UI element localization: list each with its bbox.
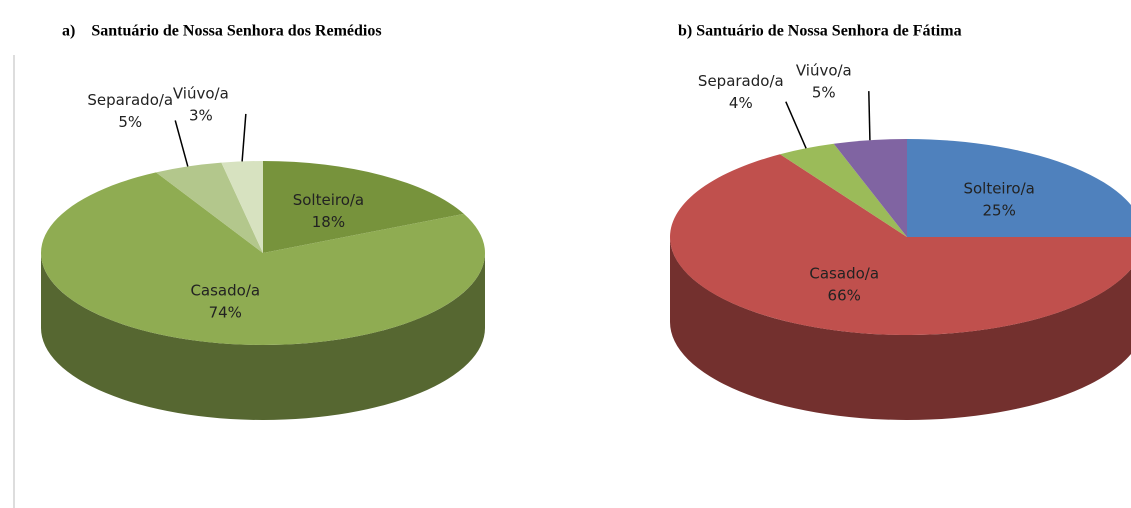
slice <box>833 139 907 237</box>
slice <box>41 172 485 345</box>
slice-value: 3% <box>189 106 213 124</box>
leader-line <box>241 113 247 162</box>
slice-value: 4% <box>729 94 753 112</box>
slice-label: Separado/a <box>87 91 173 109</box>
leader-line <box>174 120 189 167</box>
slice-value: 25% <box>982 201 1015 219</box>
slice-side <box>670 237 1131 420</box>
leader-line <box>785 101 807 149</box>
slice-label: Casado/a <box>809 265 879 283</box>
slice-value: 18% <box>312 213 345 231</box>
slice <box>221 161 263 253</box>
slice-value: 66% <box>828 287 861 305</box>
leader-line <box>868 91 871 141</box>
slice <box>907 139 1131 237</box>
slice <box>156 162 263 253</box>
slice-side <box>41 253 485 420</box>
slice <box>263 161 464 253</box>
slice-label: Casado/a <box>190 282 260 300</box>
chart-title: a) Santuário de Nossa Senhora dos Remédi… <box>62 23 382 40</box>
slice-value: 5% <box>118 113 142 131</box>
slice <box>670 154 1131 335</box>
slice-label: Solteiro/a <box>293 191 364 209</box>
slice-label: Viúvo/a <box>796 62 852 80</box>
chart-title: b) Santuário de Nossa Senhora de Fátima <box>678 23 962 40</box>
slice-label: Solteiro/a <box>963 179 1034 197</box>
slice-value: 5% <box>812 84 836 102</box>
slice-label: Viúvo/a <box>173 84 229 102</box>
slice-value: 74% <box>209 304 242 322</box>
slice-label: Separado/a <box>698 72 784 90</box>
slice <box>780 143 907 237</box>
